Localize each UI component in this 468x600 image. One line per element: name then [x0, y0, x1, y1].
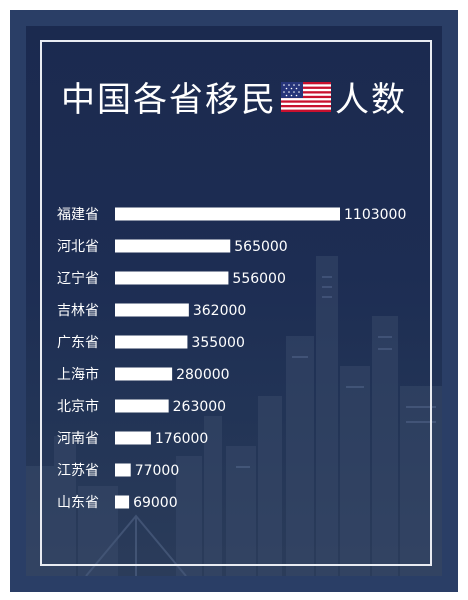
page-title: 中国各省移民 人数	[0, 72, 468, 121]
category-label: 江苏省	[57, 463, 99, 479]
bar	[115, 303, 189, 317]
title-text-left: 中国各省移民	[61, 80, 277, 120]
value-label: 263000	[173, 399, 226, 415]
category-label: 福建省	[57, 207, 99, 223]
bar	[115, 207, 340, 221]
bar	[115, 399, 169, 413]
title-text-right: 人数	[335, 80, 407, 120]
category-label: 河南省	[57, 431, 99, 447]
category-label: 河北省	[57, 239, 99, 255]
bar	[115, 335, 188, 349]
value-label: 556000	[232, 271, 285, 287]
bar	[115, 463, 131, 477]
category-label: 广东省	[57, 335, 99, 351]
bar	[115, 271, 229, 285]
bar	[115, 239, 231, 253]
category-label: 山东省	[57, 495, 99, 511]
value-label: 362000	[193, 303, 246, 319]
value-label: 355000	[191, 335, 244, 351]
category-label: 吉林省	[57, 303, 99, 319]
category-label: 上海市	[57, 366, 99, 383]
us-flag-icon	[281, 81, 331, 112]
city-skyline-background	[26, 256, 442, 576]
infographic-panel	[26, 26, 442, 576]
value-label: 77000	[135, 463, 180, 479]
value-label: 176000	[155, 431, 208, 447]
category-label: 辽宁省	[57, 270, 99, 287]
bar	[115, 431, 151, 445]
value-label: 69000	[133, 495, 178, 511]
value-label: 1103000	[344, 207, 406, 223]
value-label: 280000	[176, 367, 229, 383]
category-label: 北京市	[57, 398, 99, 415]
bar	[115, 495, 130, 509]
bar	[115, 367, 173, 381]
value-label: 565000	[234, 239, 287, 255]
